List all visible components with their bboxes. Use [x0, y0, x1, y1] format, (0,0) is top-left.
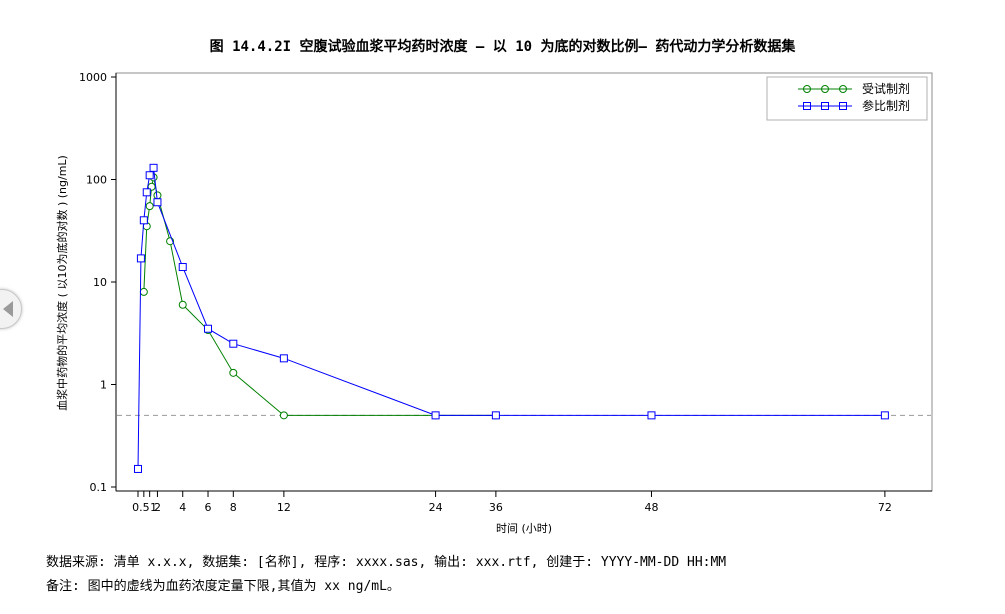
- data-point: [279, 411, 288, 420]
- y-tick-label: 1: [100, 379, 107, 392]
- data-point: [229, 368, 238, 377]
- data-point: [136, 254, 145, 263]
- data-point: [145, 171, 154, 180]
- x-tick-label: 24: [429, 501, 443, 514]
- data-point: [134, 464, 142, 473]
- chevron-left-icon: [3, 301, 13, 317]
- data-point: [139, 216, 148, 225]
- x-tick-label: 1: [150, 501, 157, 514]
- data-point: [880, 411, 889, 420]
- data-point: [178, 300, 187, 309]
- y-tick-label: 10: [93, 276, 107, 289]
- data-point: [229, 339, 238, 348]
- chart-title: 图 14.4.2I 空腹试验血浆平均药时浓度 – 以 10 为底的对数比例– 药…: [209, 39, 796, 55]
- legend-box: [766, 76, 928, 121]
- legend-marker-reference: [821, 102, 829, 110]
- x-tick-label: 12: [277, 501, 291, 514]
- x-tick-label: 4: [179, 501, 186, 514]
- data-point: [149, 163, 158, 172]
- legend-label-reference: 参比制剂: [862, 98, 910, 113]
- data-point: [178, 263, 187, 272]
- y-tick-label: 100: [86, 174, 107, 187]
- legend-marker-test: [839, 85, 847, 93]
- x-tick-label: 8: [230, 501, 237, 514]
- x-tick-label: 6: [205, 501, 212, 514]
- x-axis: 0.5 12 4 6 8 12 24 36 48 72: [116, 490, 932, 514]
- data-point: [204, 324, 213, 333]
- y-tick-label: 0.1: [90, 481, 108, 494]
- legend: 受试制剂 参比制剂: [766, 76, 928, 121]
- legend-label-test: 受试制剂: [862, 81, 910, 96]
- x-tick-label: 72: [878, 501, 892, 514]
- x-tick-label: 36: [489, 501, 503, 514]
- x-tick-label: 48: [644, 501, 658, 514]
- data-point: [431, 411, 440, 420]
- series-layer: [134, 163, 889, 473]
- data-point: [153, 198, 162, 207]
- data-point: [647, 411, 656, 420]
- series-line: [143, 177, 496, 416]
- y-tick-label: 1000: [79, 71, 107, 84]
- legend-marker-test: [821, 85, 829, 93]
- legend-marker-test: [803, 85, 811, 93]
- legend-marker-reference: [839, 102, 847, 110]
- data-point: [145, 202, 154, 211]
- x-tick-label: 2: [154, 501, 161, 514]
- series-line: [137, 166, 885, 469]
- y-axis-label: 血浆中药物的平均浓度 ( 以10为底的对数 ) (ng/mL): [55, 155, 69, 411]
- footnote-remark: 备注: 图中的虚线为血药浓度定量下限,其值为 xx ng/mL。: [46, 579, 400, 594]
- x-tick-label: 0.5: [132, 501, 150, 514]
- data-point: [142, 188, 151, 197]
- data-point: [279, 354, 288, 363]
- x-axis-label: 时间 (小时): [496, 522, 552, 535]
- data-point: [139, 287, 148, 296]
- data-point: [491, 411, 500, 420]
- y-axis: 0.1 1 10 100 1000: [79, 71, 117, 494]
- plot-frame: [115, 72, 933, 492]
- legend-marker-reference: [803, 102, 811, 110]
- footnote-data-source: 数据来源: 清单 x.x.x, 数据集: [名称], 程序: xxxx.sas,…: [46, 555, 727, 570]
